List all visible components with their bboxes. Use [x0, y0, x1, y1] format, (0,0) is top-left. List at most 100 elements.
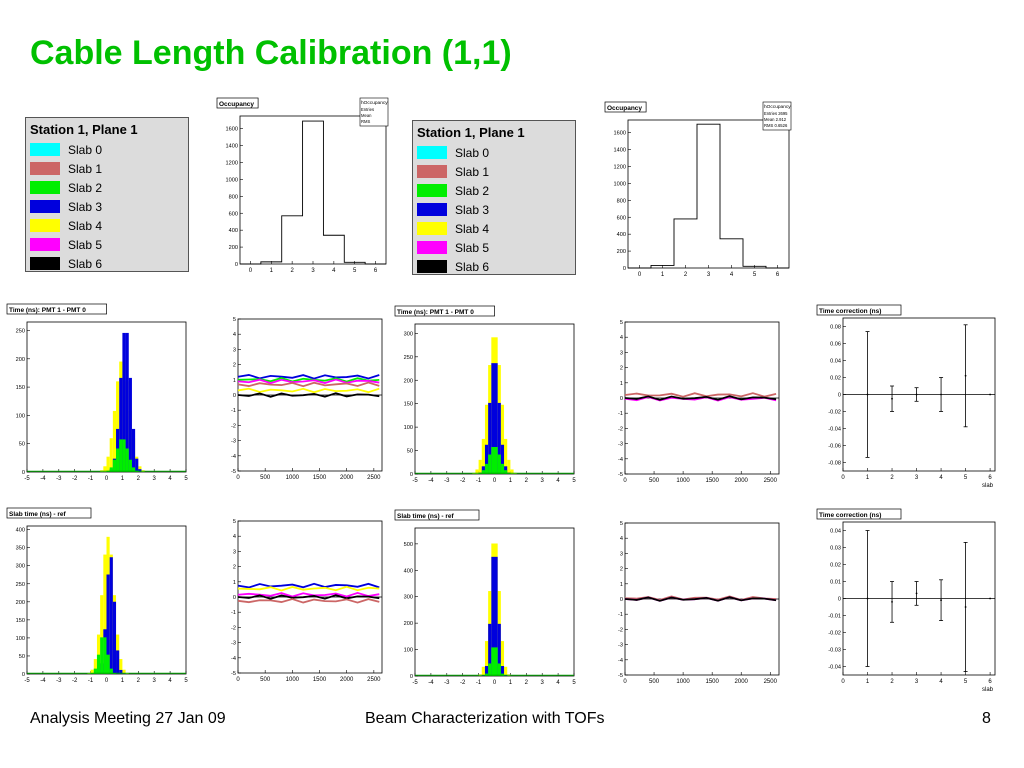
y-tick-label: 1	[620, 582, 623, 588]
series-line	[237, 381, 380, 388]
legend-swatch	[417, 241, 447, 254]
data-point	[940, 599, 942, 602]
legend-box: Station 1, Plane 1 Slab 0 Slab 1 Slab 2 Slab…	[412, 120, 576, 275]
occupancy-histogram: Occupancy hOccupancy Entries Mean RMS 0 1 2 3 4 5 6…	[215, 96, 390, 276]
histogram-bar	[112, 601, 117, 674]
histogram-bar	[497, 402, 501, 474]
legend-label: Slab 6	[68, 256, 103, 271]
chart-svg: 0 500 1000 1500 2000 2500 -5 -4 -3 -2 -1 0 1 2 3 4 5	[618, 320, 780, 484]
y-tick-label: 400	[404, 568, 413, 574]
y-tick-label: 600	[229, 211, 238, 217]
series-line	[237, 594, 380, 600]
series-line	[624, 392, 777, 398]
x-tick-label: 1	[661, 272, 665, 278]
y-tick-label: 0.02	[830, 376, 841, 382]
slab-time-vs-event-plot: 0 500 1000 1500 2000 2500 -5 -4 -3 -2 -1 0 1 2 3 4 5	[226, 517, 386, 685]
legend-swatch	[417, 203, 447, 216]
x-tick-label: -3	[444, 478, 450, 484]
y-tick-label: -0.02	[828, 631, 841, 637]
x-tick-label: 1000	[286, 475, 300, 481]
y-tick-label: -3	[618, 643, 623, 649]
legend-entry: Slab 4	[413, 219, 575, 238]
x-tick-label: 6	[988, 679, 992, 685]
x-tick-label: 1	[509, 680, 513, 686]
y-tick-label: 500	[404, 542, 413, 548]
histogram-bar	[122, 439, 126, 472]
legend-label: Slab 6	[455, 259, 490, 274]
y-tick-label: 1400	[614, 148, 626, 154]
x-tick-label: -2	[72, 476, 78, 482]
y-tick-label: 100	[16, 413, 25, 419]
histogram-bar	[93, 668, 97, 674]
histogram-bar	[500, 404, 505, 474]
chart-svg: Time correction (ns) 0 1 2 3 4 5 6 -0.08 -0.06 -0.…	[816, 304, 996, 489]
y-tick-label: 200	[404, 378, 413, 384]
chart-title: Slab time (ns) - ref	[9, 511, 67, 518]
y-tick-label: 1600	[614, 131, 626, 137]
y-tick-label: 0.04	[830, 359, 841, 365]
y-tick-label: 3	[233, 347, 236, 353]
legend-label: Slab 3	[68, 199, 103, 214]
histogram-bar	[504, 470, 508, 474]
series-line	[624, 596, 777, 602]
x-tick-label: 0	[841, 679, 845, 685]
histogram-bar	[500, 444, 505, 474]
series-line	[237, 387, 380, 394]
y-tick-label: -5	[231, 671, 236, 677]
y-tick-label: -2	[231, 625, 236, 631]
histogram-bar	[109, 557, 113, 674]
histogram-bar	[478, 459, 482, 474]
slab-time-histogram: Slab time (ns) - ref -5 -4 -3 -2 -1 0 1 2 3 4 5 0 50 1…	[5, 506, 190, 686]
x-tick-label: 500	[649, 679, 660, 685]
y-tick-label: 0	[410, 674, 413, 680]
y-tick-label: 0	[410, 472, 413, 478]
y-tick-label: 250	[16, 328, 25, 334]
y-tick-label: 400	[229, 228, 238, 234]
footer-talk-title: Beam Characterization with TOFs	[365, 710, 605, 727]
y-tick-label: 0.08	[830, 325, 841, 331]
y-tick-label: 200	[617, 249, 626, 255]
x-tick-label: -4	[40, 678, 46, 684]
x-tick-label: 4	[939, 475, 943, 481]
x-tick-label: 1000	[676, 679, 690, 685]
chart-title-box	[816, 304, 902, 316]
legend-swatch	[30, 200, 60, 213]
y-tick-label: 150	[16, 618, 25, 624]
x-tick-label: 3	[915, 679, 919, 685]
legend-entry: Slab 5	[26, 235, 188, 254]
y-tick-label: -5	[618, 472, 623, 478]
x-tick-label: 2000	[340, 677, 354, 683]
y-tick-label: 350	[16, 546, 25, 552]
histogram-bar	[481, 438, 485, 474]
time-correction-plot: Time correction (ns) 0 1 2 3 4 5 6 -0.04 -0.03 -0.…	[815, 507, 1005, 693]
chart-svg: Time (ns): PMT 1 - PMT 0 -5 -4 -3 -2 -1 0 1 2 3 4 5…	[6, 303, 188, 482]
x-tick-label: 4	[730, 272, 734, 278]
data-point	[915, 393, 918, 396]
y-tick-label: 1	[233, 580, 236, 586]
legend-swatch	[30, 162, 60, 175]
chart-title: Occupancy	[219, 101, 254, 108]
histogram-bar	[119, 439, 123, 472]
x-tick-label: 2	[525, 478, 529, 484]
legend-label: Slab 3	[455, 202, 490, 217]
x-tick-label: -4	[428, 478, 434, 484]
y-tick-label: 1	[620, 381, 623, 387]
x-tick-label: 1000	[676, 478, 690, 484]
histogram-bar	[125, 448, 129, 472]
x-tick-label: 5	[964, 475, 968, 481]
legend-title: Station 1, Plane 1	[30, 122, 138, 137]
series-line	[237, 582, 380, 589]
histogram-bar	[128, 377, 132, 472]
legend-label: Slab 5	[455, 240, 490, 255]
x-tick-label: 1	[866, 679, 870, 685]
y-tick-label: 1000	[614, 181, 626, 187]
x-tick-label: 0	[638, 272, 642, 278]
x-tick-label: 2	[137, 476, 141, 482]
data-point	[989, 597, 991, 600]
chart-title-box	[816, 508, 902, 520]
y-tick-label: -2	[618, 426, 623, 432]
histogram-bar	[112, 410, 117, 472]
legend-entry: Slab 1	[26, 159, 188, 178]
x-tick-label: 2	[890, 475, 894, 481]
